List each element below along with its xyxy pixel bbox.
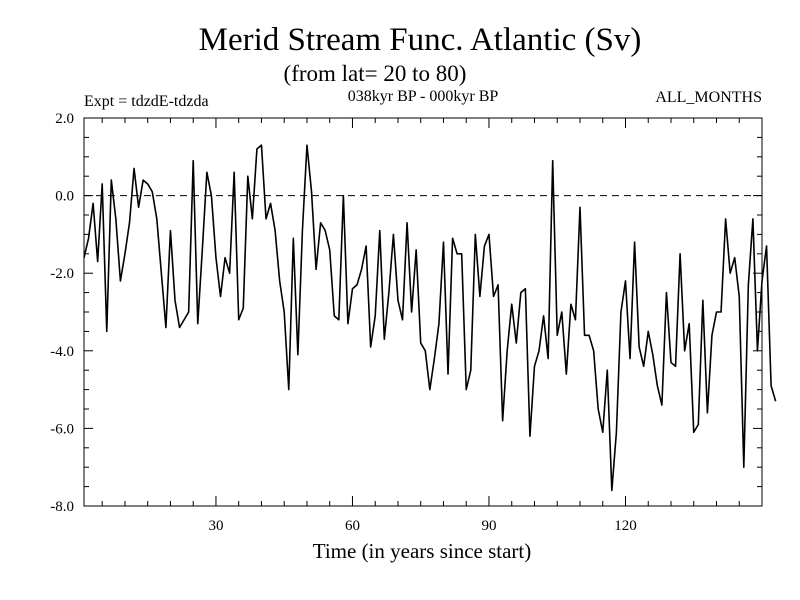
period-label: 038kyr BP - 000kyr BP bbox=[348, 88, 499, 105]
series-line bbox=[83, 144, 777, 492]
plot-area: 2.0 0.0 -2.0 -4.0 -6.0 -8.0 30 60 90 120 bbox=[50, 111, 777, 534]
x-axis-label: Time (in years since start) bbox=[313, 539, 532, 563]
y-tick-label: -6.0 bbox=[50, 421, 74, 437]
experiment-label: Expt = tdzdE-tdzda bbox=[84, 93, 209, 110]
y-tick-label: -8.0 bbox=[50, 499, 74, 515]
x-tick-label: 120 bbox=[614, 518, 637, 534]
x-tick-label: 60 bbox=[345, 518, 360, 534]
chart-subtitle: (from lat= 20 to 80) bbox=[284, 61, 467, 86]
y-tick-label: 2.0 bbox=[55, 111, 74, 127]
y-tick-label: -4.0 bbox=[50, 344, 74, 360]
x-tick-label: 90 bbox=[481, 518, 496, 534]
y-tick-label: 0.0 bbox=[55, 189, 74, 205]
months-label: ALL_MONTHS bbox=[655, 89, 762, 106]
x-tick-label: 30 bbox=[208, 518, 223, 534]
y-tick-label: -2.0 bbox=[50, 266, 74, 282]
chart-title: Merid Stream Func. Atlantic (Sv) bbox=[199, 22, 642, 58]
